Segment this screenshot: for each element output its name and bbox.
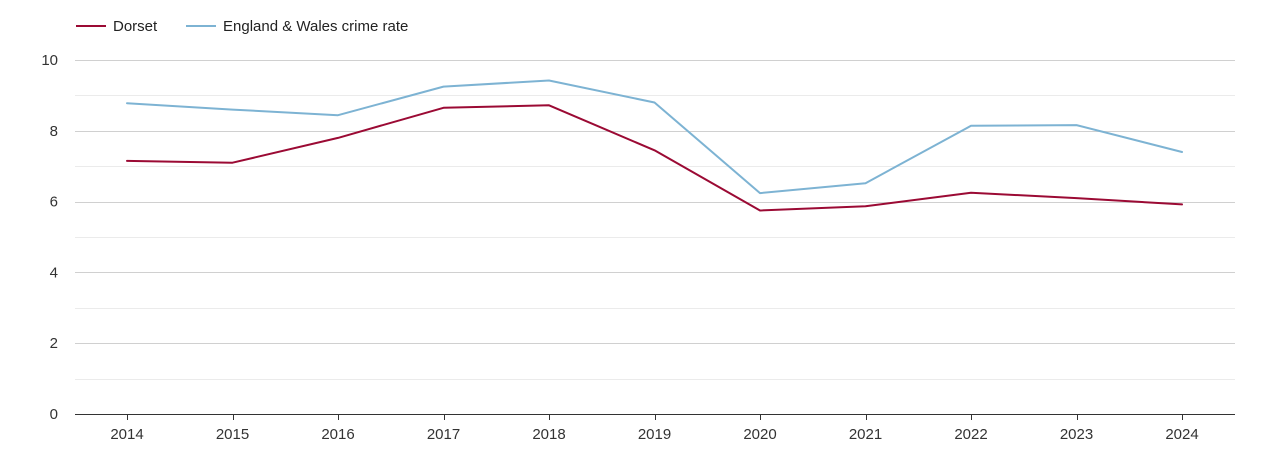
x-tick-label: 2020 [743,426,776,443]
x-tick-label: 2024 [1165,426,1198,443]
x-axis: 2014 2015 2016 2017 2018 2019 2020 2021 2022 2023… [75,414,1235,443]
y-tick-label: 4 [50,264,58,281]
legend: Dorset England & Wales crime rate [76,18,408,35]
x-tick-label: 2014 [110,426,143,443]
series-line-dorset [126,104,1183,212]
x-tick-label: 2017 [427,426,460,443]
x-tick-label: 2023 [1060,426,1093,443]
series-line-england-wales [126,79,1183,195]
x-tick-label: 2022 [954,426,987,443]
y-tick-label: 0 [50,406,58,423]
series-group [126,79,1183,212]
x-tick-label: 2021 [849,426,882,443]
y-tick-label: 10 [41,52,58,69]
y-tick-label: 6 [50,194,58,211]
legend-label: England & Wales crime rate [223,18,408,35]
x-tick-label: 2019 [638,426,671,443]
y-axis: 0 2 4 6 8 10 [41,52,58,423]
y-tick-label: 2 [50,335,58,352]
x-tick-label: 2018 [532,426,565,443]
y-tick-label: 8 [50,123,58,140]
x-tick-label: 2015 [216,426,249,443]
legend-label: Dorset [113,18,158,35]
x-tick-label: 2016 [321,426,354,443]
gridlines [75,60,1235,380]
